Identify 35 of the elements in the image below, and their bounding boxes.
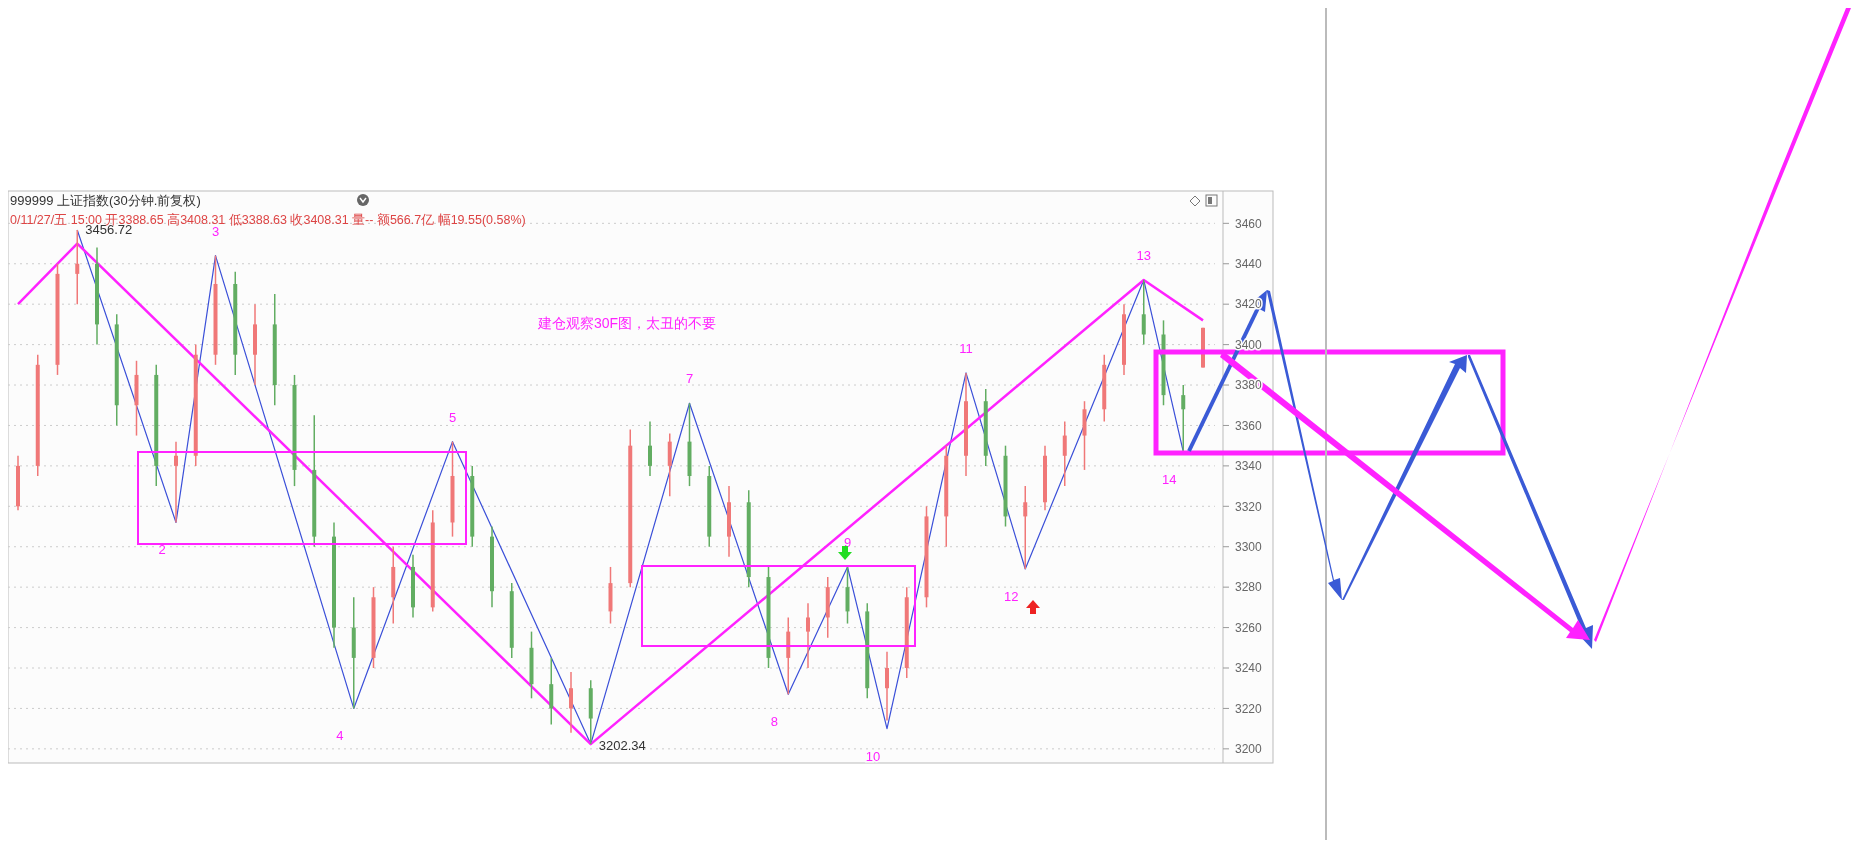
annotation: 13 xyxy=(1136,247,1151,263)
y-tick-label: 3340 xyxy=(1235,459,1263,474)
candlestick xyxy=(1141,279,1146,346)
annotation: 5 xyxy=(448,409,457,425)
annotation: 4 xyxy=(336,728,344,744)
candlestick xyxy=(885,651,889,722)
candlestick xyxy=(174,440,178,524)
annotation: 12 xyxy=(1004,588,1019,604)
y-tick-label: 3360 xyxy=(1235,418,1263,433)
y-tick-label: 3240 xyxy=(1235,661,1263,676)
y-tick-label: 3260 xyxy=(1235,620,1263,635)
annotation: 14 xyxy=(1162,471,1177,487)
y-tick-label: 3440 xyxy=(1235,256,1263,271)
candlestick xyxy=(1062,420,1067,487)
y-tick-label: 3320 xyxy=(1235,499,1263,514)
chart-title: 999999 上证指数(30分钟.前复权) xyxy=(10,193,201,208)
annotation: 8 xyxy=(770,714,778,730)
candlestick xyxy=(648,420,652,477)
candlestick xyxy=(75,229,80,305)
data-label: 3202.34 xyxy=(598,738,646,754)
candlestick xyxy=(569,671,573,734)
annotation: 11 xyxy=(959,340,973,356)
candlestick xyxy=(1181,384,1186,453)
annotation: 3 xyxy=(211,223,220,239)
annotation: 7 xyxy=(685,371,694,387)
y-tick-label: 3280 xyxy=(1235,580,1263,595)
annotation: 建仓观察30F图，太丑的不要 xyxy=(537,315,717,331)
y-tick-label: 3300 xyxy=(1235,539,1263,554)
candlestick xyxy=(806,602,810,669)
annotation: 10 xyxy=(865,748,881,764)
y-tick-label: 3220 xyxy=(1235,701,1263,716)
candlestick xyxy=(1023,485,1028,570)
y-tick-label: 3200 xyxy=(1235,742,1263,757)
annotation: 2 xyxy=(158,542,166,558)
y-tick-label: 3460 xyxy=(1235,216,1263,231)
